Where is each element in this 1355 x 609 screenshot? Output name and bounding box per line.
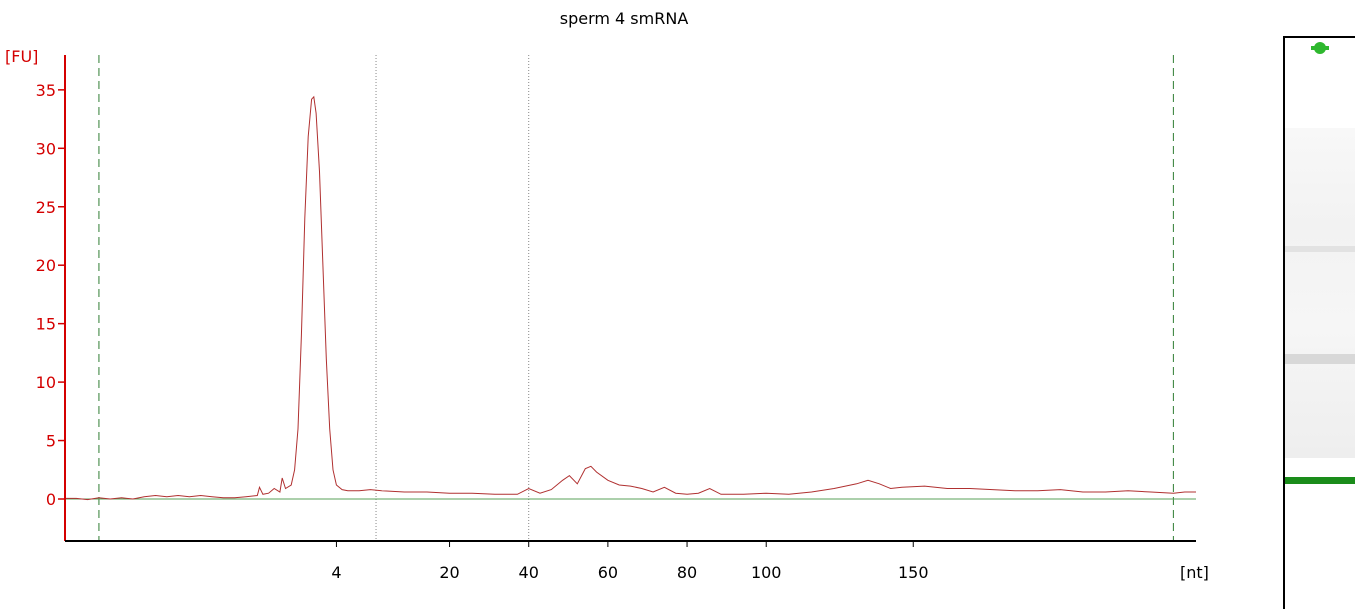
x-tick-label: 150: [898, 563, 929, 582]
gel-faint-band: [1285, 246, 1355, 252]
x-tick-label: 20: [439, 563, 459, 582]
x-tick-label: 80: [677, 563, 697, 582]
y-tick-label: 10: [36, 373, 56, 392]
fluorescence-trace: [65, 95, 1196, 501]
x-axis-label: [nt]: [1180, 563, 1209, 582]
x-tick-label: 60: [598, 563, 618, 582]
peak-lines: [375, 55, 530, 541]
y-tick-label: 5: [46, 432, 56, 451]
y-axis-label: [FU]: [5, 47, 38, 66]
gel-smear-band: [1285, 128, 1355, 458]
gel-faint-band: [1285, 354, 1355, 364]
y-tick-label: 35: [36, 81, 56, 100]
marker-dot-icon: [1311, 42, 1329, 54]
y-tick-label: 20: [36, 256, 56, 275]
x-tick-label: 4: [331, 563, 341, 582]
y-ticks: 0 5 10 15 20 25 30 35: [36, 81, 65, 509]
gel-main-band: [1285, 477, 1355, 484]
y-tick-label: 25: [36, 198, 56, 217]
y-tick-label: 30: [36, 139, 56, 158]
x-ticks: 4 20 40 60 80 100 150: [331, 541, 929, 582]
marker-lines: [98, 55, 1174, 541]
electropherogram-chart: sperm 4 smRNA [FU] [nt] 0 5 10 15 20 25 30 35 4…: [5, 9, 1209, 582]
x-tick-label: 100: [751, 563, 782, 582]
y-tick-label: 15: [36, 315, 56, 334]
chart-title: sperm 4 smRNA: [560, 9, 689, 28]
gel-lane-panel: [1283, 36, 1355, 609]
x-tick-label: 40: [519, 563, 539, 582]
y-tick-label: 0: [46, 490, 56, 509]
